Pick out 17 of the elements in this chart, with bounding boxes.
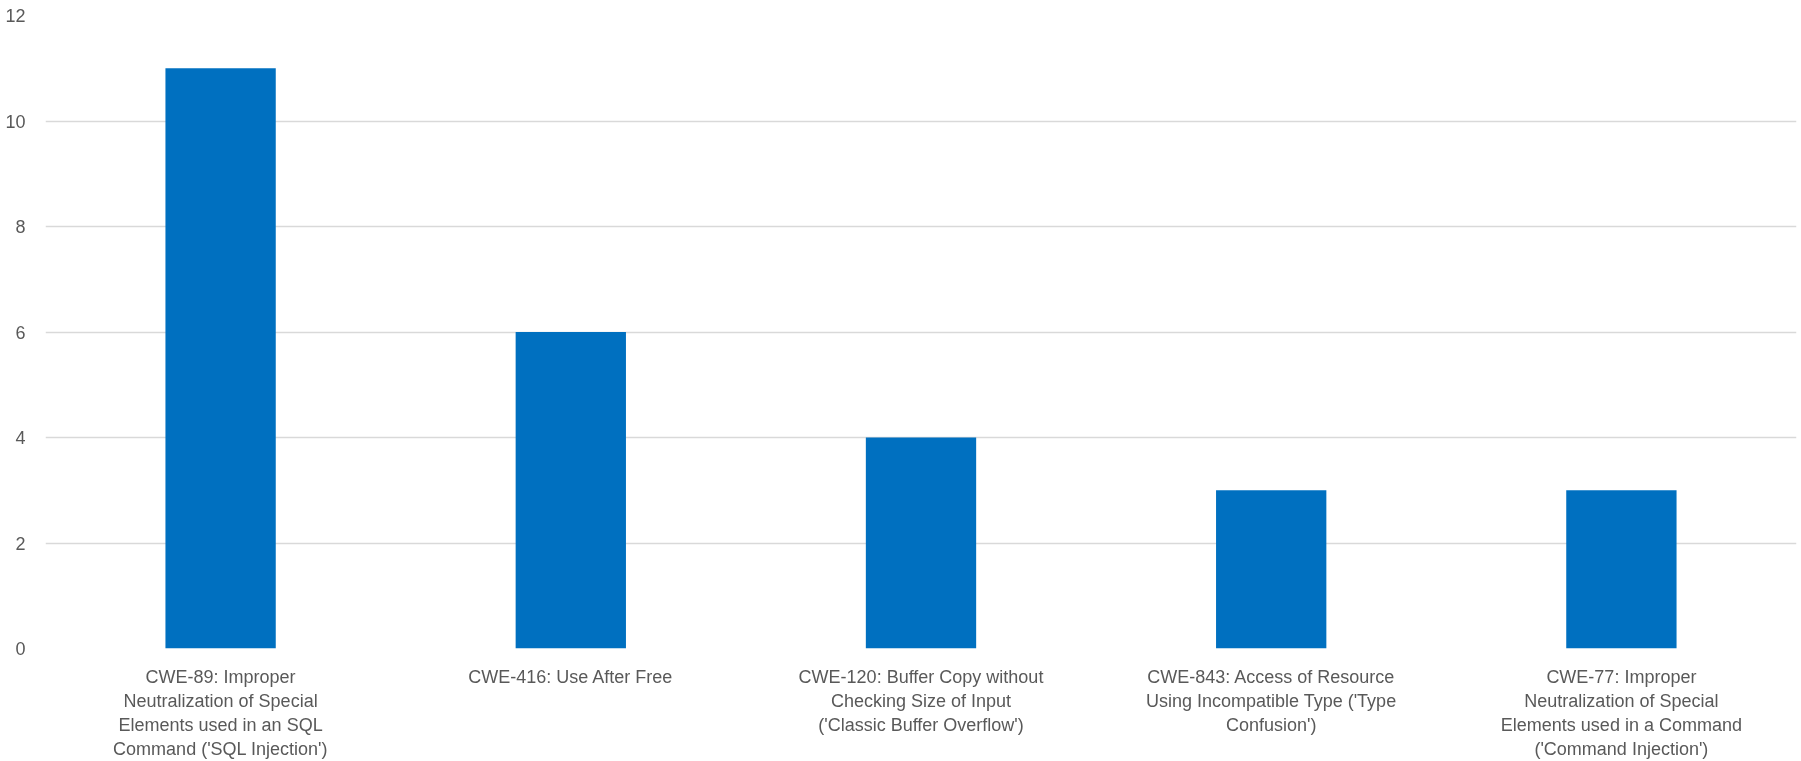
y-tick-label: 2 bbox=[15, 533, 26, 554]
bar bbox=[1566, 490, 1677, 649]
y-tick-label: 6 bbox=[15, 322, 26, 343]
x-tick-label: CWE-843: Access of Resource Using Incompatible Type ('Type Confusion') bbox=[1145, 666, 1397, 735]
y-tick-label: 10 bbox=[5, 111, 26, 132]
x-tick-label: CWE-120: Buffer Copy without Checking Size of Input ('Classic Buffer Overflow') bbox=[798, 666, 1044, 735]
y-tick-label: 0 bbox=[15, 639, 26, 659]
bar bbox=[865, 437, 977, 649]
y-tick-label: 12 bbox=[5, 6, 26, 26]
bar bbox=[165, 68, 276, 649]
y-tick-label: 4 bbox=[15, 428, 26, 448]
x-tick-label: CWE-416: Use After Free bbox=[468, 666, 673, 687]
x-tick-label: CWE-77: Improper Neutralization of Special Elements used in a Command ('Command Injection') bbox=[1500, 666, 1742, 759]
bar bbox=[1216, 490, 1327, 649]
y-tick-label: 8 bbox=[15, 217, 26, 237]
bar bbox=[515, 332, 626, 649]
x-tick-label: CWE-89: Improper Neutralization of Special Elements used in an SQL Command ('SQL Injection') bbox=[113, 666, 328, 759]
